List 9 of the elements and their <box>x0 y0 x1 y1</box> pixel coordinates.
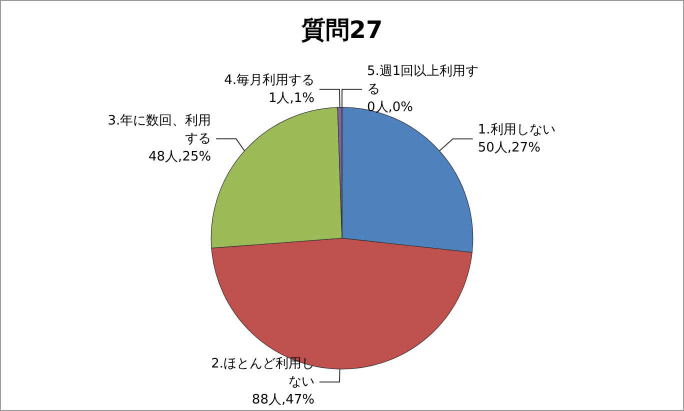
data-label: 1人,1% <box>268 90 314 106</box>
slice-label: 3.年に数回、利用する <box>108 113 212 146</box>
data-label: 88人,47% <box>252 392 314 408</box>
data-label: 50人,27% <box>478 140 540 156</box>
slice-label: 4.毎月利用する <box>224 72 314 88</box>
slice-label: 1.利用しない <box>478 122 556 138</box>
chart-title: 質問27 <box>300 16 383 44</box>
data-label: 48人,25% <box>148 149 212 164</box>
category-label: 5.週1回以上利用する <box>367 64 479 97</box>
